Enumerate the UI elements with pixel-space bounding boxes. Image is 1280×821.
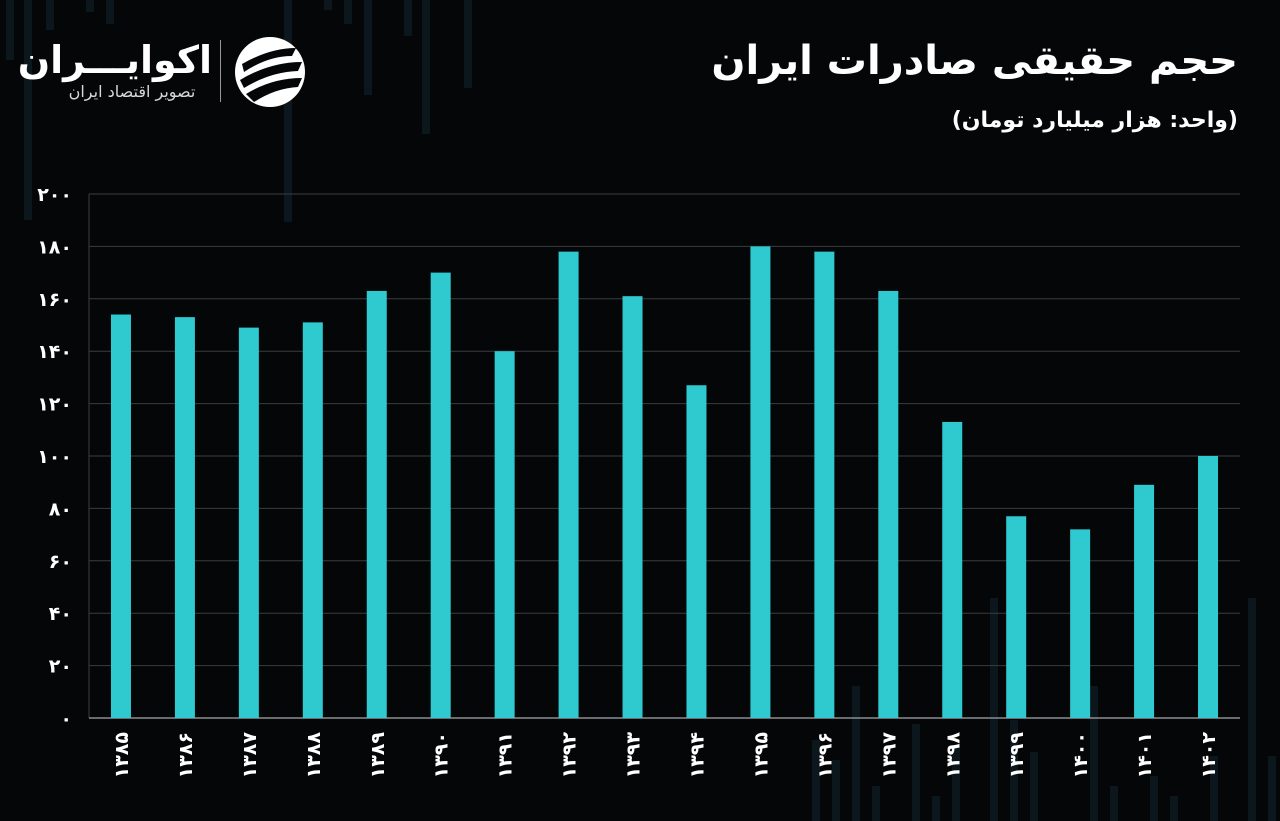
brand-tagline: تصویر اقتصاد ایران [68,82,196,101]
bar [622,296,643,718]
x-tick-label: ۱۳۸۷ [239,732,261,779]
bar [430,272,451,718]
x-tick-label: ۱۳۸۶ [175,732,197,778]
x-tick-label: ۱۴۰۰ [1070,732,1092,778]
bar [366,290,387,718]
y-tick-label: ۲۰۰ [37,184,72,206]
bar [174,317,195,718]
x-tick-label: ۱۳۹۸ [942,732,964,779]
x-tick-label: ۱۳۸۵ [111,732,133,779]
bar [238,327,259,718]
x-tick-label: ۱۳۹۹ [1006,732,1028,779]
bar [558,251,579,718]
bar [494,351,515,718]
logo-divider [220,40,221,102]
x-tick-label: ۱۴۰۲ [1198,732,1220,779]
y-tick-label: ۱۲۰ [37,394,72,416]
x-tick-label: ۱۳۹۴ [686,732,708,778]
bar [686,385,707,718]
x-tick-label: ۱۳۹۳ [623,732,645,779]
y-tick-label: ۱۰۰ [37,446,72,468]
y-tick-label: ۱۸۰ [37,236,72,258]
bar [750,246,771,718]
bar [1198,456,1219,718]
x-tick-label: ۱۳۹۶ [814,732,836,778]
bar [1134,484,1155,718]
brand-logo: اکوایـــران تصویر اقتصاد ایران [17,34,310,110]
x-tick-label: ۱۳۸۹ [367,732,389,779]
y-tick-label: ۲۰ [49,656,72,678]
bar [1070,529,1091,718]
brand-name: اکوایـــران [17,38,212,82]
y-tick-label: ۸۰ [49,498,72,520]
y-tick-label: ۱۴۰ [37,341,72,363]
bar [302,322,323,718]
bar [1006,516,1027,718]
chart-title: حجم حقیقی صادرات ایران [711,38,1238,84]
bar [942,421,963,718]
y-tick-label: ۴۰ [49,603,72,625]
brand-mark-icon [235,37,305,107]
y-tick-label: ۶۰ [49,551,72,573]
x-tick-label: ۱۳۹۵ [750,732,772,779]
x-tick-label: ۱۳۹۲ [559,732,581,779]
x-tick-label: ۱۳۹۷ [878,732,900,779]
bar [110,314,131,718]
y-tick-label: ۱۶۰ [37,289,72,311]
x-tick-label: ۱۳۹۱ [495,732,517,778]
chart-unit: (واحد: هزار میلیارد تومان) [951,108,1238,133]
x-tick-label: ۱۳۸۸ [303,732,325,779]
bar [814,251,835,718]
x-tick-label: ۱۴۰۱ [1134,732,1156,778]
x-tick-label: ۱۳۹۰ [431,732,453,778]
y-tick-label: ۰ [60,708,72,730]
bar [878,290,899,718]
